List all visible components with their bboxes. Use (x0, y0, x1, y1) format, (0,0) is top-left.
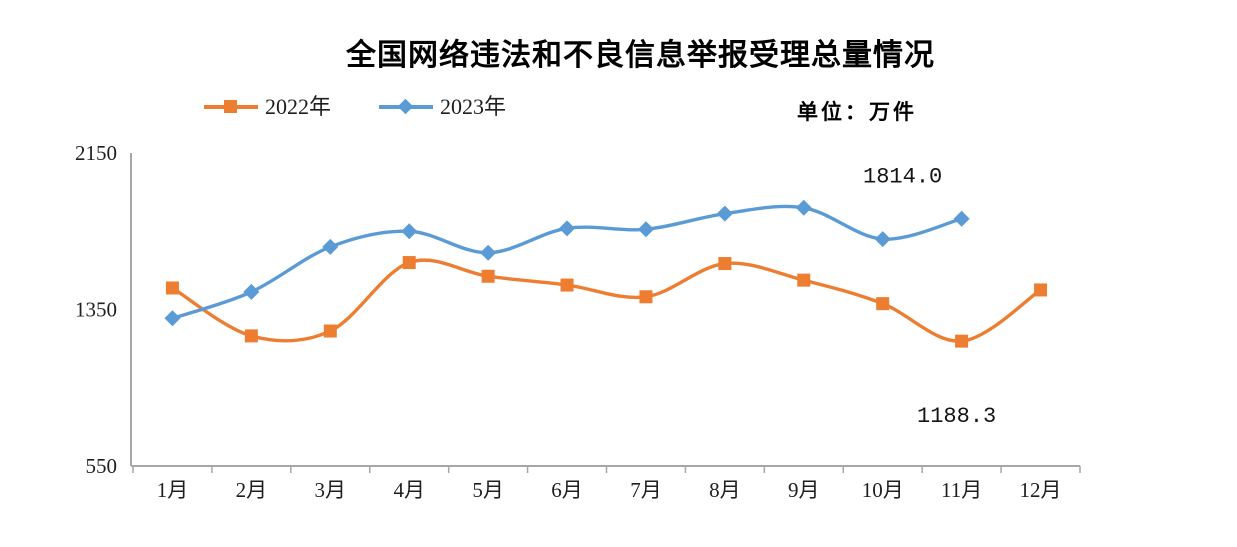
legend: 2022年 2023年 (204, 94, 506, 120)
x-tick-label: 8月 (709, 478, 741, 502)
legend-item-2023: 2023年 (379, 94, 506, 120)
data-point-marker-2022年 (244, 329, 258, 343)
x-tick-label: 2月 (236, 478, 268, 502)
x-tick-label: 5月 (472, 478, 504, 502)
chart-title: 全国网络违法和不良信息举报受理总量情况 (346, 39, 935, 72)
y-tick-label: 550 (86, 454, 118, 478)
square-marker-icon (224, 100, 237, 113)
x-tick-label: 9月 (788, 478, 820, 502)
data-label-2022年: 1188.3 (917, 404, 996, 429)
data-point-marker-2023年 (322, 238, 339, 255)
x-tick-label: 3月 (315, 478, 347, 502)
data-point-marker-2022年 (481, 269, 495, 283)
x-tick-label: 4月 (393, 478, 425, 502)
y-tick-label: 1350 (75, 298, 117, 322)
data-point-marker-2022年 (165, 281, 179, 295)
x-tick-label: 6月 (551, 478, 583, 502)
data-point-marker-2023年 (401, 223, 418, 240)
data-point-marker-2022年 (718, 257, 732, 271)
x-tick-label: 10月 (862, 478, 904, 502)
data-point-marker-2023年 (164, 310, 181, 327)
data-point-marker-2022年 (1034, 283, 1048, 297)
legend-label-2022: 2022年 (265, 94, 332, 119)
y-tick-label: 2150 (75, 141, 117, 165)
x-tick-label: 11月 (941, 478, 982, 502)
data-point-marker-2023年 (874, 231, 891, 248)
series-line-2022年 (170, 258, 1043, 343)
data-point-marker-2022年 (797, 273, 811, 287)
data-point-marker-2022年 (876, 297, 890, 311)
data-point-marker-2023年 (795, 199, 812, 216)
data-point-marker-2023年 (243, 283, 260, 300)
data-point-marker-2022年 (560, 278, 574, 292)
x-tick-label: 12月 (1020, 478, 1062, 502)
data-point-marker-2023年 (637, 221, 654, 238)
data-point-marker-2023年 (716, 205, 733, 222)
data-point-marker-2022年 (639, 290, 653, 304)
legend-marker-2022-square-icon (204, 99, 258, 115)
legend-item-2022: 2022年 (204, 94, 331, 120)
data-point-marker-2023年 (953, 210, 970, 227)
legend-marker-2023-diamond-icon (379, 98, 434, 115)
data-point-marker-2023年 (480, 244, 497, 261)
data-point-marker-2022年 (955, 334, 969, 348)
legend-label-2023: 2023年 (440, 94, 507, 119)
data-point-marker-2022年 (402, 256, 416, 270)
unit-label: 单位：万件 (797, 101, 917, 124)
x-tick-label: 7月 (630, 478, 662, 502)
x-tick-label: 1月 (157, 478, 189, 502)
data-point-marker-2023年 (559, 220, 576, 237)
data-label-2023年: 1814.0 (863, 165, 942, 190)
data-point-marker-2022年 (323, 324, 337, 338)
